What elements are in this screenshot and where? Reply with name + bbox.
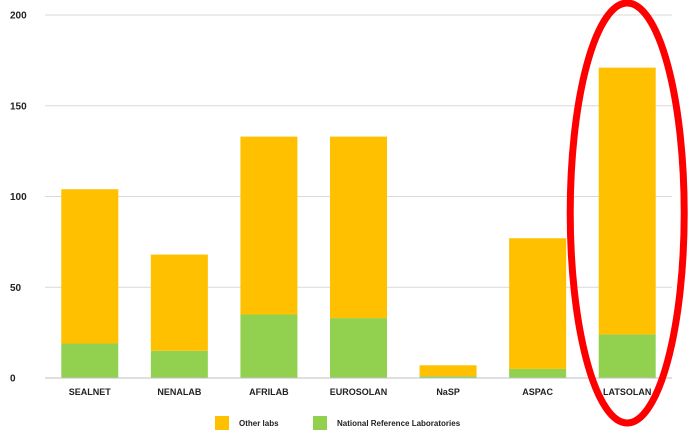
x-tick-label: NaSP [436, 387, 460, 397]
bar-segment [240, 136, 298, 315]
x-tick-label: LATSOLAN [603, 387, 651, 397]
x-tick-label: EUROSOLAN [330, 387, 388, 397]
bar-segment [330, 136, 387, 319]
bar-segment [61, 343, 119, 378]
bar-segment [61, 189, 119, 344]
bar-segment [419, 376, 477, 378]
y-tick-label: 0 [10, 374, 16, 385]
bar-segment [150, 350, 208, 378]
legend: Other labs National Reference Laboratorie… [215, 416, 461, 430]
y-axis-ticks: 0 50 100 150 200 [10, 11, 27, 385]
x-tick-label: AFRILAB [249, 387, 289, 397]
legend-label: Other labs [239, 419, 279, 428]
y-tick-label: 50 [10, 283, 22, 294]
highlight-annotation [566, 0, 688, 427]
bars [61, 67, 656, 378]
bar-segment [330, 318, 387, 378]
bar-segment [240, 314, 298, 378]
highlight-ellipse [566, 0, 688, 427]
bar-segment [509, 238, 567, 369]
legend-swatch [215, 416, 229, 430]
y-tick-label: 150 [10, 101, 27, 112]
legend-label: National Reference Laboratories [337, 419, 461, 428]
legend-swatch [313, 416, 327, 430]
x-tick-label: NENALAB [157, 387, 201, 397]
x-tick-label: ASPAC [522, 387, 553, 397]
bar-segment [419, 365, 477, 377]
bar-segment [598, 334, 656, 378]
y-tick-label: 100 [10, 192, 27, 203]
bar-segment [509, 368, 567, 378]
bar-segment [150, 254, 208, 351]
y-tick-label: 200 [10, 11, 27, 22]
x-axis-labels: SEALNET NENALAB AFRILAB EUROSOLAN NaSP ASPAC L… [69, 387, 652, 397]
x-tick-label: SEALNET [69, 387, 112, 397]
bar-segment [598, 67, 656, 335]
